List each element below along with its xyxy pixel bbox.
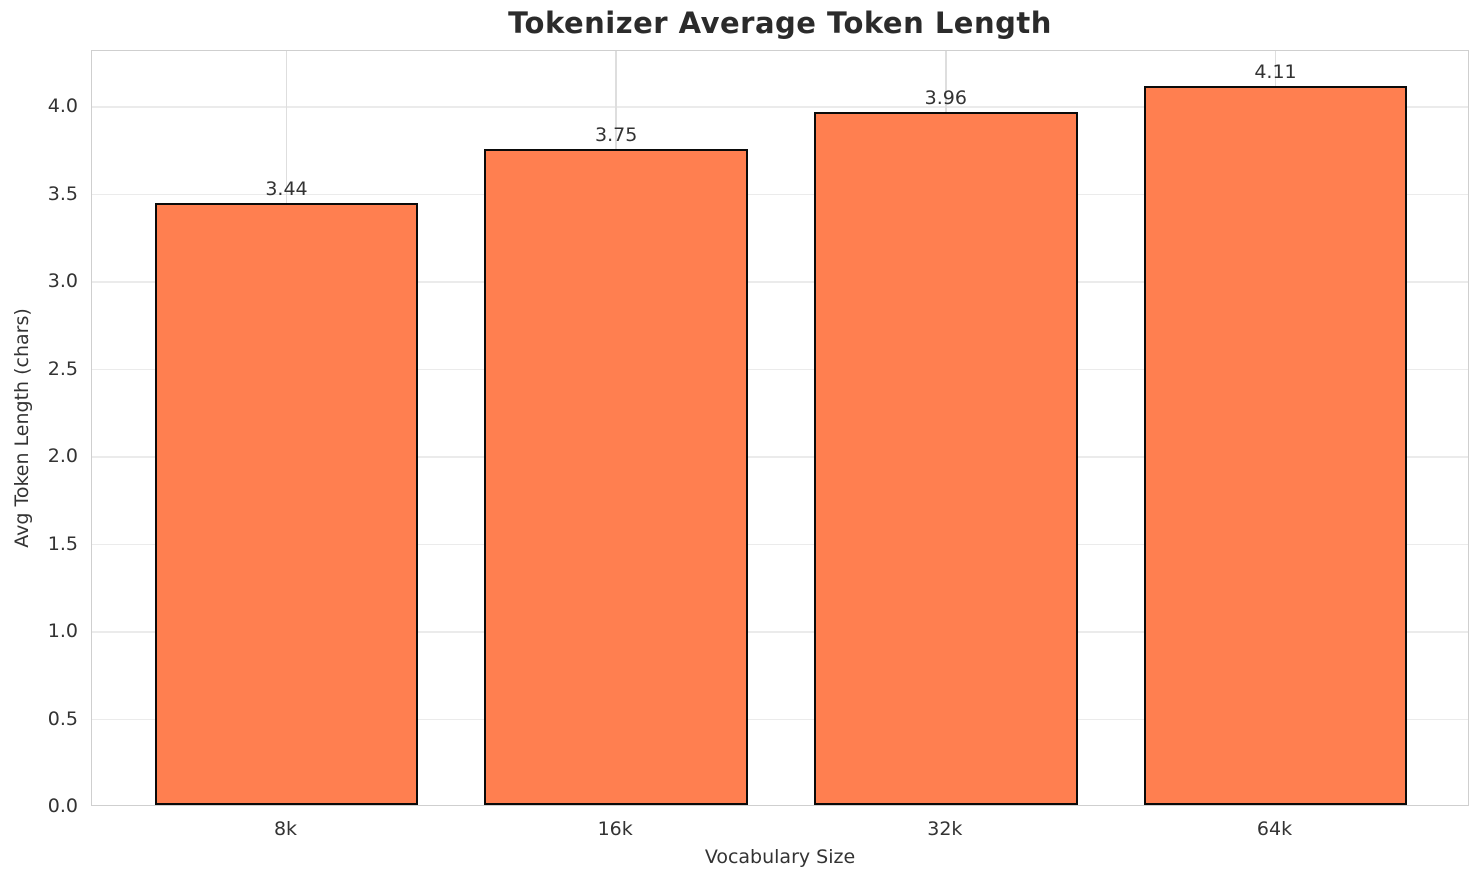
bar-value-label: 3.44 [265, 178, 308, 200]
y-tick-label: 2.0 [47, 445, 78, 467]
y-tick-label: 1.5 [47, 532, 78, 555]
horizontal-gridline [92, 106, 1468, 108]
y-tick-label: 3.5 [47, 182, 78, 205]
bar-value-label: 3.96 [924, 87, 967, 109]
y-tick-label: 4.0 [47, 95, 78, 117]
x-tick-label: 16k [597, 818, 633, 840]
horizontal-gridline [92, 193, 1468, 196]
y-tick-label: 3.0 [47, 270, 78, 292]
x-axis-label: Vocabulary Size [704, 846, 856, 868]
x-tick-label: 64k [1256, 818, 1293, 840]
horizontal-gridline [92, 281, 1468, 283]
y-tick-label: 0.0 [47, 795, 78, 817]
plot-area: 3.44 3.75 3.96 4.11 [91, 50, 1469, 806]
bar-16k [484, 148, 749, 805]
bar-8k [154, 203, 419, 805]
horizontal-gridline [92, 456, 1468, 458]
x-tick-label: 8k [273, 818, 298, 840]
y-tick-label: 0.5 [47, 707, 78, 730]
horizontal-gridline [92, 718, 1468, 721]
horizontal-gridline [92, 543, 1468, 546]
bar-value-label: 4.11 [1254, 60, 1297, 83]
y-tick-label: 2.5 [47, 357, 78, 380]
bar-32k [813, 112, 1078, 805]
chart-title: Tokenizer Average Token Length [508, 6, 1052, 40]
horizontal-gridline [92, 631, 1468, 633]
y-tick-label: 1.0 [47, 620, 78, 642]
y-axis-label: Avg Token Length (chars) [11, 308, 33, 548]
bar-64k [1143, 85, 1408, 805]
x-tick-label: 32k [927, 818, 963, 840]
bar-value-label: 3.75 [595, 123, 638, 146]
horizontal-gridline [92, 368, 1468, 371]
